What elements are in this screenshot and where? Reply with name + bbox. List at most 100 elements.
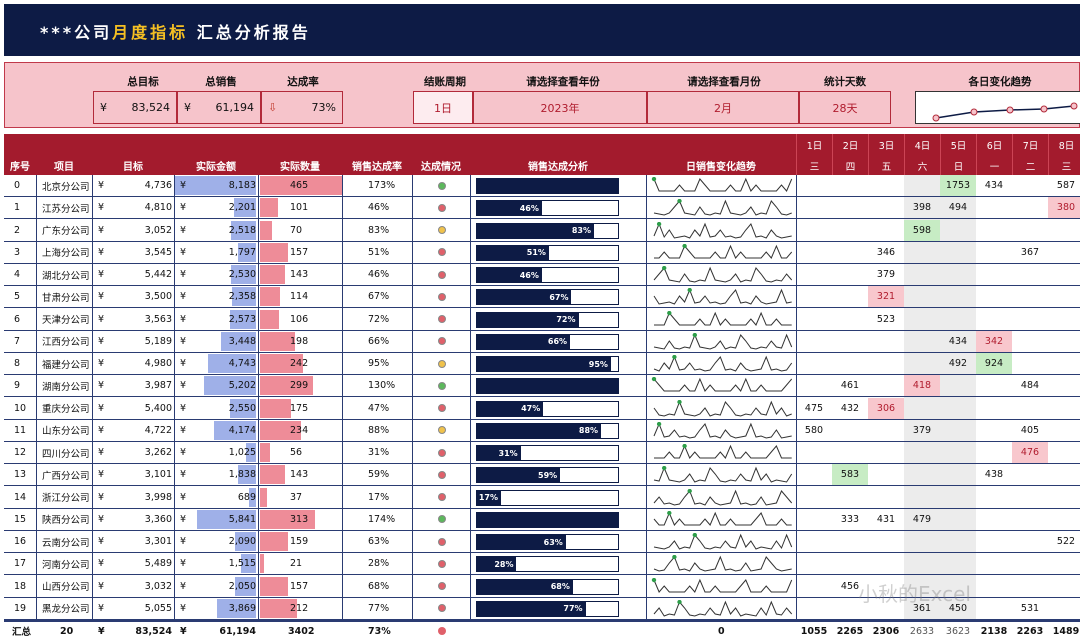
row-rate: 47%: [368, 402, 390, 414]
daily-value: [940, 309, 976, 330]
kpi-panel: 总目标 总销售 达成率 结账周期 请选择查看年份 请选择查看月份 统计天数 各日…: [4, 62, 1080, 128]
daily-value: 450: [948, 602, 968, 614]
row-target: 3,262: [144, 447, 172, 459]
row-qty: 212: [290, 602, 309, 614]
amount-bar: [174, 176, 256, 196]
daily-value: [1012, 286, 1048, 307]
status-dot: [438, 598, 446, 619]
days-label: 统计天数: [824, 76, 866, 88]
daily-value: [796, 197, 832, 218]
row-no: 7: [14, 335, 21, 347]
report-title: ***公司月度指标 汇总分析报告: [40, 23, 311, 42]
row-qty: 175: [290, 402, 309, 414]
status-dot: [438, 286, 446, 307]
row-no: 1: [14, 202, 21, 214]
row-target: 3,545: [144, 246, 172, 258]
row-amount: 2,530: [228, 269, 256, 281]
row-item: 湖南分公司: [42, 381, 90, 393]
daily-value: [976, 576, 1012, 597]
daily-value: [1012, 264, 1048, 285]
weekday-header: 一: [976, 156, 1012, 175]
row-rate: 67%: [368, 291, 390, 303]
row-amount: 1,025: [228, 447, 256, 459]
row-rate: 72%: [368, 313, 390, 325]
row-amount: 5,841: [228, 513, 256, 525]
progress-fill: 46%: [477, 201, 542, 216]
row-sparkline: [651, 577, 793, 593]
qty-bar: [260, 309, 279, 329]
row-target: 5,189: [144, 335, 172, 347]
progress-bar: [476, 178, 619, 194]
amount-bar: [233, 198, 256, 218]
row-rate: 95%: [368, 358, 390, 370]
status-dot: [438, 220, 446, 241]
progress-bar: 17%: [476, 489, 619, 506]
amount-bar: [235, 576, 256, 596]
row-item: 重庆分公司: [42, 404, 90, 416]
amount-bar: [230, 309, 256, 329]
daily-value: [904, 531, 940, 552]
table-row: 6 天津分公司 ¥ 3,563 ¥ 2,573 106 72% 72% 523: [4, 309, 1080, 331]
row-sparkline: [653, 221, 792, 239]
daily-value: [904, 264, 940, 285]
daily-value: [796, 464, 832, 485]
daily-value: [796, 264, 832, 285]
summary-daily: 2263: [1016, 625, 1044, 637]
summary-rate: 73%: [368, 625, 391, 637]
row-target: 3,987: [144, 380, 172, 392]
col-amount: 实际金额: [196, 162, 236, 173]
daily-value: [1012, 576, 1048, 597]
row-target: 3,052: [144, 224, 172, 236]
row-qty: 313: [290, 513, 309, 525]
row-sparkline: [653, 466, 793, 483]
progress-fill: 59%: [477, 468, 561, 483]
row-item: 江苏分公司: [42, 203, 90, 215]
amount-bar: [230, 398, 256, 418]
progress-bar: 28%: [476, 556, 619, 573]
qty-bar: [260, 287, 281, 307]
daily-value: 346: [876, 246, 896, 258]
daily-value: [796, 598, 832, 619]
daily-value: [868, 331, 904, 352]
daily-value: 405: [1020, 424, 1040, 436]
row-qty: 143: [290, 269, 309, 281]
daily-value: [1012, 531, 1048, 552]
daily-value: 380: [1048, 197, 1080, 219]
row-sparkline: [653, 533, 793, 550]
daily-value: [904, 553, 940, 574]
table-row: 1 江苏分公司 ¥ 4,810 ¥ 2,201 101 46% 46% 398 4…: [4, 197, 1080, 220]
row-no: 4: [14, 269, 21, 281]
month-select[interactable]: 2月: [647, 91, 799, 124]
daily-value: [868, 553, 904, 574]
amount-bar: [203, 376, 256, 396]
row-target: 4,722: [144, 424, 172, 436]
daily-value: [1012, 553, 1048, 574]
progress-fill: 28%: [477, 557, 517, 572]
table-header-row: [4, 156, 797, 175]
weekday-header: 四: [832, 156, 868, 175]
summary-row: 汇总 20 ¥ 83,524 ¥ 61,194 3402 73% 0 1055 2…: [4, 620, 1080, 640]
summary-daily: 1489: [1052, 625, 1080, 637]
progress-bar: 51%: [476, 244, 619, 261]
daily-value: [868, 442, 904, 463]
row-sparkline: [653, 199, 792, 216]
daily-value: 418: [904, 375, 940, 397]
qty-bar: [260, 242, 288, 262]
progress-fill: 66%: [477, 334, 571, 349]
period-select[interactable]: 1日: [413, 91, 473, 124]
amount-bar: [217, 598, 256, 618]
daily-value: 492: [948, 358, 968, 370]
summary-daily: 2633: [909, 625, 935, 637]
daily-value: 522: [1056, 536, 1076, 548]
progress-fill: 51%: [477, 245, 549, 260]
daily-value: [832, 197, 868, 218]
daily-value: [904, 442, 940, 463]
day-header: 5日: [940, 134, 976, 156]
progress-bar: 72%: [476, 311, 619, 328]
year-select[interactable]: 2023年: [473, 91, 647, 124]
row-sparkline: [653, 488, 793, 506]
row-item: 湖北分公司: [42, 270, 90, 282]
qty-bar: [260, 487, 267, 507]
qty-bar: [260, 354, 303, 374]
amount-bar: [232, 287, 256, 307]
